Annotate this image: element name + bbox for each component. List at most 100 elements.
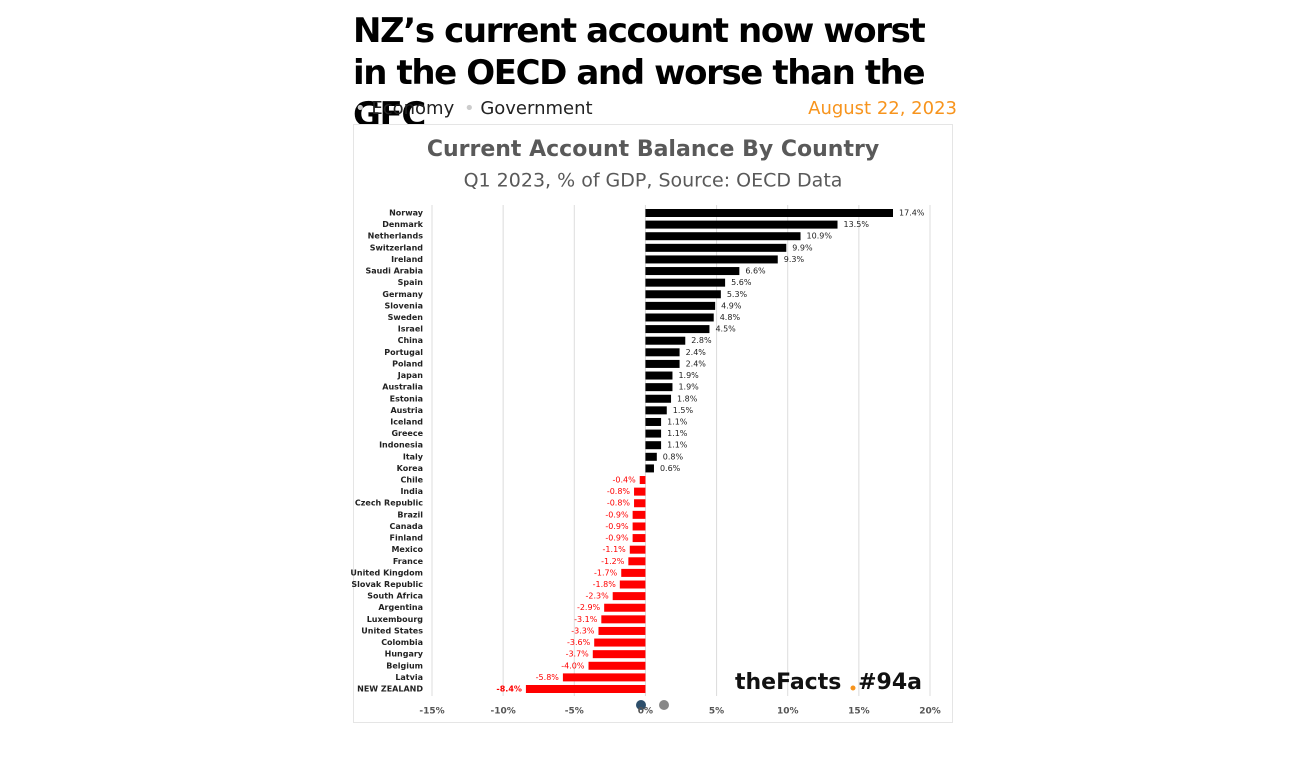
value-label: 0.8%: [663, 452, 684, 461]
category-label: Finland: [390, 534, 424, 543]
carousel-dot[interactable]: [636, 700, 646, 710]
bar: [645, 441, 662, 450]
value-label: -0.9%: [605, 534, 629, 543]
value-label: -0.9%: [605, 522, 629, 531]
bar: [645, 267, 740, 276]
value-label: 1.8%: [677, 394, 698, 403]
category-label: Ireland: [391, 255, 423, 264]
value-label: -1.1%: [603, 545, 627, 554]
x-tick-label: -5%: [565, 707, 584, 717]
bar: [645, 359, 680, 368]
bar: [628, 557, 646, 566]
x-tick-label: 20%: [919, 707, 941, 717]
bar: [645, 232, 801, 241]
value-label: 13.5%: [844, 220, 870, 229]
category-label: Saudi Arabia: [365, 267, 423, 276]
category-label: Norway: [389, 209, 424, 218]
bar: [621, 568, 646, 577]
x-tick-label: 5%: [709, 707, 724, 717]
value-label: 4.5%: [715, 325, 736, 334]
value-label: -0.4%: [613, 476, 637, 485]
value-label: 1.1%: [667, 417, 688, 426]
tags: Economy Government: [355, 98, 597, 119]
x-tick-label: 10%: [777, 707, 799, 717]
bar: [645, 255, 778, 264]
value-label: 1.5%: [673, 406, 694, 415]
category-label: South Africa: [367, 592, 423, 601]
category-label: Israel: [398, 325, 424, 334]
value-label: -1.2%: [601, 557, 625, 566]
bar: [645, 278, 726, 287]
value-label: 9.3%: [784, 255, 805, 264]
carousel-dot[interactable]: [659, 700, 669, 710]
chart-title: Current Account Balance By Country: [427, 137, 879, 162]
value-label: -3.1%: [574, 615, 598, 624]
value-label: 1.9%: [678, 371, 699, 380]
bar: [598, 626, 646, 635]
category-label: Poland: [392, 359, 423, 368]
value-label: 2.8%: [691, 336, 712, 345]
category-label: Latvia: [395, 673, 423, 682]
bar: [645, 452, 657, 461]
bar: [632, 534, 646, 543]
bar: [645, 429, 662, 438]
category-label: Korea: [397, 464, 423, 473]
bar: [645, 325, 710, 334]
value-label: -3.7%: [566, 650, 590, 659]
x-tick-label: -15%: [419, 707, 444, 717]
tag[interactable]: Government: [464, 98, 593, 119]
category-label: China: [398, 336, 423, 345]
category-label: Netherlands: [368, 232, 424, 241]
bar: [604, 603, 646, 612]
category-label: NEW ZEALAND: [357, 685, 423, 694]
value-label: -2.3%: [585, 592, 609, 601]
category-label: Sweden: [388, 313, 424, 322]
category-label: Belgium: [386, 661, 423, 670]
value-label: 4.8%: [720, 313, 741, 322]
value-label: 9.9%: [792, 243, 813, 252]
category-label: Spain: [398, 278, 424, 287]
category-label: Japan: [397, 371, 424, 380]
bar: [634, 487, 646, 496]
value-label: -5.8%: [536, 673, 560, 682]
bar: [639, 476, 646, 485]
bar: [645, 243, 787, 252]
x-tick-label: 15%: [848, 707, 870, 717]
value-label: -1.8%: [593, 580, 617, 589]
bar: [645, 383, 673, 392]
bar: [632, 522, 646, 531]
value-label: -0.8%: [607, 487, 631, 496]
bar: [588, 661, 646, 670]
bar: [601, 615, 646, 624]
tag[interactable]: Economy: [355, 98, 454, 119]
logo-dot: [850, 685, 856, 691]
category-label: Denmark: [382, 220, 423, 229]
bar: [645, 220, 838, 229]
x-tick-label: 0%: [638, 707, 653, 717]
value-label: 1.1%: [667, 429, 688, 438]
value-label: -2.9%: [577, 603, 601, 612]
category-label: Luxembourg: [367, 615, 424, 624]
bar: [632, 510, 646, 519]
category-label: Australia: [382, 383, 423, 392]
category-label: Slovak Republic: [351, 580, 423, 589]
category-label: France: [393, 557, 424, 566]
bar: [645, 301, 716, 310]
category-label: Austria: [390, 406, 423, 415]
bar: [612, 592, 646, 601]
value-label: -3.6%: [567, 638, 591, 647]
logo-brand: theFacts: [735, 670, 841, 695]
bar: [645, 336, 686, 345]
category-label: Italy: [403, 452, 424, 461]
bar: [645, 348, 680, 357]
date: August 22, 2023: [808, 98, 957, 119]
value-label: -8.4%: [496, 685, 522, 694]
bar: [645, 209, 894, 217]
value-label: 0.6%: [660, 464, 681, 473]
value-label: -3.3%: [571, 626, 595, 635]
bar: [645, 464, 654, 473]
article-title: NZ’s current account now worst in the OE…: [353, 11, 926, 135]
category-label: Estonia: [390, 394, 423, 403]
bar: [562, 673, 646, 682]
